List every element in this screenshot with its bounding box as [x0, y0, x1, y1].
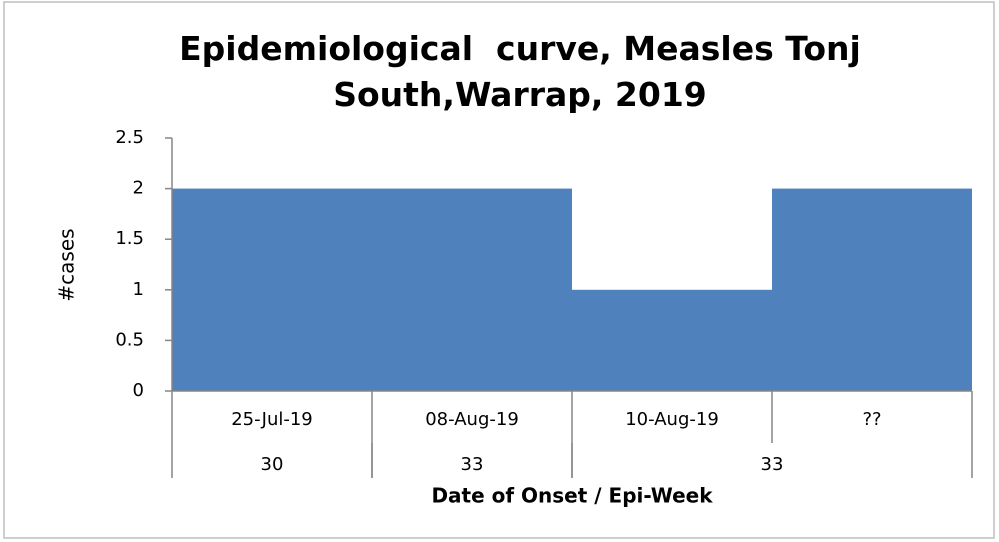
- y-tick-label: 1.5: [115, 228, 144, 249]
- group-label: 33: [761, 454, 784, 475]
- bar: [772, 188, 972, 391]
- frame: [3, 1, 995, 539]
- x-tick-label: ??: [862, 409, 881, 430]
- x-axis-title: Date of Onset / Epi-Week: [431, 484, 713, 508]
- x-tick-label: 08-Aug-19: [425, 409, 519, 430]
- bar: [172, 188, 372, 391]
- bar: [372, 188, 572, 391]
- group-label: 30: [261, 454, 284, 475]
- bar: [572, 289, 772, 391]
- group-label: 33: [461, 454, 484, 475]
- chart-title: Epidemiological curve, Measles Tonj Sout…: [179, 29, 873, 114]
- y-tick-label: 2: [133, 178, 144, 199]
- y-tick-label: 2.5: [115, 127, 144, 148]
- y-axis-title: #cases: [55, 228, 79, 301]
- y-tick-label: 1: [133, 279, 144, 300]
- y-tick-label: 0.5: [115, 329, 144, 350]
- x-tick-label: 10-Aug-19: [625, 409, 719, 430]
- y-tick-label: 0: [133, 380, 144, 401]
- x-tick-label: 25-Jul-19: [231, 409, 313, 430]
